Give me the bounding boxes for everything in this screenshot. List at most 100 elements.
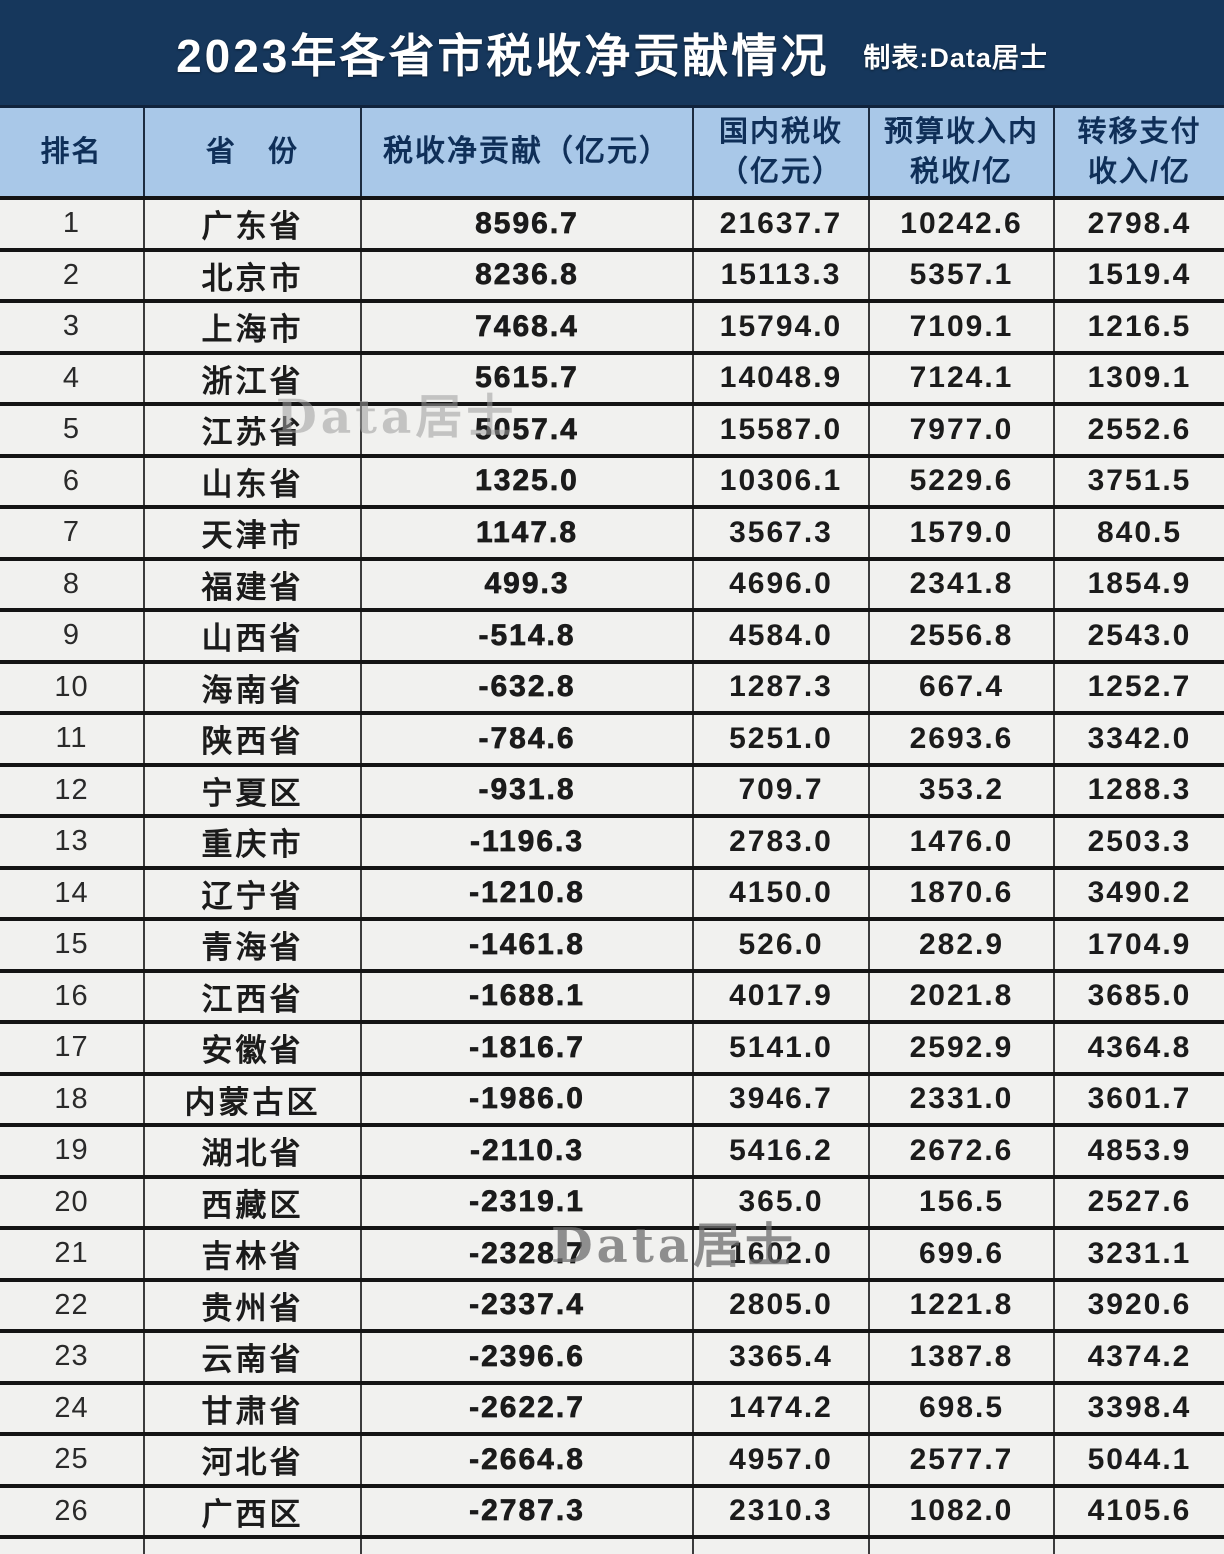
net-contribution-cell: 8236.8 xyxy=(362,251,694,299)
province-cell: 安徽省 xyxy=(145,1024,362,1072)
province-cell: 贵州省 xyxy=(145,1281,362,1329)
table-row: 23 云南省 -2396.6 3365.4 1387.8 4374.2 xyxy=(0,1333,1224,1385)
province-cell: 福建省 xyxy=(145,560,362,608)
rank-cell: 24 xyxy=(0,1384,145,1432)
province-cell: 内蒙古区 xyxy=(145,1075,362,1123)
province-cell: 北京市 xyxy=(145,251,362,299)
domestic-tax-cell: 2783.0 xyxy=(694,818,870,866)
net-contribution-cell: 7468.4 xyxy=(362,303,694,351)
transfer-income-cell: 2552.6 xyxy=(1087,412,1192,446)
column-header-4: 预算收入内税收/亿 xyxy=(870,108,1055,196)
domestic-tax-cell: 5416.2 xyxy=(694,1127,870,1175)
transfer-income-cell: 5044.1 xyxy=(1087,1442,1192,1476)
transfer-income-cell: 3751.5 xyxy=(1087,464,1192,498)
budget-tax-cell: 1221.8 xyxy=(870,1281,1055,1329)
net-contribution-cell: 499.3 xyxy=(362,560,694,608)
province-cell: 青海省 xyxy=(145,921,362,969)
column-header-line: 税收净贡献（亿元） xyxy=(383,135,671,169)
transfer-income-cell: 1216.5 xyxy=(1087,309,1192,343)
net-contribution-cell: 5057.4 xyxy=(362,406,694,454)
budget-tax-cell: 1082.0 xyxy=(870,1487,1055,1535)
transfer-income-cell: 1252.7 xyxy=(1087,670,1192,704)
domestic-tax-cell: 526.0 xyxy=(694,921,870,969)
domestic-tax-cell: 5251.0 xyxy=(694,715,870,763)
rank-cell: 25 xyxy=(0,1436,145,1484)
domestic-tax-cell: 4150.0 xyxy=(694,869,870,917)
budget-tax-cell: 2021.8 xyxy=(870,972,1055,1020)
rank-cell: 1 xyxy=(0,200,145,248)
column-header-line: 省 份 xyxy=(205,135,299,168)
domestic-tax-cell: 5141.0 xyxy=(694,1024,870,1072)
province-cell: 山东省 xyxy=(145,457,362,505)
transfer-income-cell: 1288.3 xyxy=(1087,773,1192,807)
empty-cell xyxy=(145,1539,362,1554)
table-row: 15 青海省 -1461.8 526.0 282.9 1704.9 xyxy=(0,921,1224,973)
province-cell: 山西省 xyxy=(145,612,362,660)
net-contribution-cell: -1461.8 xyxy=(362,921,694,969)
domestic-tax-cell: 3567.3 xyxy=(694,509,870,557)
domestic-tax-cell: 14048.9 xyxy=(694,354,870,402)
column-header-line: 税收/亿 xyxy=(909,156,1014,188)
rank-cell: 4 xyxy=(0,354,145,402)
budget-tax-cell: 7977.0 xyxy=(870,406,1055,454)
column-header-line: 国内税收 xyxy=(718,115,843,148)
empty-cell xyxy=(1055,1539,1224,1554)
net-contribution-cell: -2328.7 xyxy=(362,1230,694,1278)
table-row: 6 山东省 1325.0 10306.1 5229.6 3751.5 xyxy=(0,457,1224,509)
domestic-tax-cell: 4696.0 xyxy=(694,560,870,608)
table-row: 18 内蒙古区 -1986.0 3946.7 2331.0 3601.7 xyxy=(0,1075,1224,1127)
province-cell: 广东省 xyxy=(145,200,362,248)
budget-tax-cell: 1870.6 xyxy=(870,869,1055,917)
province-cell: 上海市 xyxy=(145,303,362,351)
province-cell: 江西省 xyxy=(145,972,362,1020)
rank-cell: 7 xyxy=(0,509,145,557)
transfer-income-cell: 1519.4 xyxy=(1087,258,1192,292)
budget-tax-cell: 7124.1 xyxy=(870,354,1055,402)
domestic-tax-cell: 15794.0 xyxy=(694,303,870,351)
net-contribution-cell: -1688.1 xyxy=(362,972,694,1020)
column-header-3: 国内税收 （亿元） xyxy=(694,108,870,196)
budget-tax-cell: 5357.1 xyxy=(870,251,1055,299)
rank-cell: 19 xyxy=(0,1127,145,1175)
transfer-income-cell: 4105.6 xyxy=(1087,1494,1192,1528)
domestic-tax-cell: 1602.0 xyxy=(694,1230,870,1278)
table-body: 1 广东省 8596.7 21637.7 10242.6 2798.4 2 北京市 8236.8… xyxy=(0,200,1224,1554)
net-contribution-cell: -1196.3 xyxy=(362,818,694,866)
rank-cell: 11 xyxy=(0,715,145,763)
table-row-partial xyxy=(0,1539,1224,1554)
net-contribution-cell: -514.8 xyxy=(362,612,694,660)
domestic-tax-cell: 4584.0 xyxy=(694,612,870,660)
budget-tax-cell: 5229.6 xyxy=(870,457,1055,505)
transfer-income-cell: 3398.4 xyxy=(1087,1391,1192,1425)
net-contribution-cell: -2396.6 xyxy=(362,1333,694,1381)
table-row: 11 陕西省 -784.6 5251.0 2693.6 3342.0 xyxy=(0,715,1224,767)
domestic-tax-cell: 3946.7 xyxy=(694,1075,870,1123)
column-header-5: 转移支付 收入/亿 xyxy=(1055,108,1224,196)
domestic-tax-cell: 4017.9 xyxy=(694,972,870,1020)
rank-cell: 17 xyxy=(0,1024,145,1072)
budget-tax-cell: 1579.0 xyxy=(870,509,1055,557)
rank-cell: 26 xyxy=(0,1487,145,1535)
net-contribution-cell: -2337.4 xyxy=(362,1281,694,1329)
budget-tax-cell: 7109.1 xyxy=(870,303,1055,351)
table-row: 10 海南省 -632.8 1287.3 667.4 1252.7 xyxy=(0,663,1224,715)
rank-cell: 14 xyxy=(0,869,145,917)
province-cell: 吉林省 xyxy=(145,1230,362,1278)
net-contribution-cell: -2664.8 xyxy=(362,1436,694,1484)
rank-cell: 8 xyxy=(0,560,145,608)
budget-tax-cell: 353.2 xyxy=(870,766,1055,814)
net-contribution-cell: -1210.8 xyxy=(362,869,694,917)
table-row: 9 山西省 -514.8 4584.0 2556.8 2543.0 xyxy=(0,612,1224,664)
table-row: 13 重庆市 -1196.3 2783.0 1476.0 2503.3 xyxy=(0,818,1224,870)
rank-cell: 9 xyxy=(0,612,145,660)
table-row: 8 福建省 499.3 4696.0 2341.8 1854.9 xyxy=(0,560,1224,612)
column-header-line: 预算收入内 xyxy=(883,115,1039,148)
table-row: 22 贵州省 -2337.4 2805.0 1221.8 3920.6 xyxy=(0,1281,1224,1333)
province-cell: 云南省 xyxy=(145,1333,362,1381)
budget-tax-cell: 2556.8 xyxy=(870,612,1055,660)
province-cell: 重庆市 xyxy=(145,818,362,866)
transfer-income-cell: 1854.9 xyxy=(1087,567,1192,601)
budget-tax-cell: 1387.8 xyxy=(870,1333,1055,1381)
table-row: 2 北京市 8236.8 15113.3 5357.1 1519.4 xyxy=(0,251,1224,303)
transfer-income-cell: 4853.9 xyxy=(1087,1133,1192,1167)
